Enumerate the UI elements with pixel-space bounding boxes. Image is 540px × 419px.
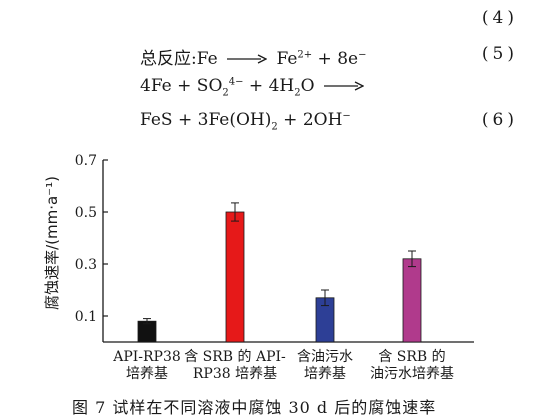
x-tick-label: API-RP38 — [112, 349, 181, 365]
x-tick-label: 油污水培养基 — [370, 365, 454, 382]
bar — [402, 258, 422, 343]
y-tick-label: 0.1 — [75, 309, 97, 325]
equation-5-rhs-sup: 2+ — [297, 49, 313, 61]
y-tick-label: 0.3 — [75, 257, 97, 273]
x-tick-label: 含 SRB 的 API- — [184, 349, 286, 365]
equation-6-lhs-sup: 4− — [228, 76, 244, 88]
equation-4-number: (4) — [481, 8, 518, 28]
y-tick-label: 0.5 — [75, 205, 97, 221]
equation-5-rhs-post: + 8e — [312, 49, 359, 69]
equation-6-rhs-pre: FeS + 3Fe(OH) — [140, 110, 272, 130]
equation-6-line2: FeS + 3Fe(OH)2 + 2OH− — [140, 110, 351, 132]
y-tick-label: 0.7 — [75, 153, 97, 169]
equation-6-rhs-post: + 2OH — [277, 110, 343, 130]
bar — [225, 211, 245, 343]
equation-6-lhs-sub: 2 — [222, 87, 229, 99]
y-axis-label: 腐蚀速率/(mm·a⁻¹) — [43, 176, 61, 310]
equation-6-lhs-mid: + 4H — [243, 76, 295, 96]
equation-6-lhs-pre: 4Fe + SO — [140, 76, 223, 96]
x-tick-label: 培养基 — [126, 365, 168, 382]
figure-caption: 图 7 试样在不同溶液中腐蚀 30 d 后的腐蚀速率 — [72, 398, 437, 417]
bar — [137, 320, 157, 343]
equation-6-lhs-sub2: 2 — [294, 87, 301, 99]
x-tick-label: 含油污水 — [297, 349, 353, 365]
equation-5-rhs-base: Fe — [276, 49, 298, 69]
equation-5-rhs-sup2: − — [358, 49, 367, 61]
equation-6-line1: 4Fe + SO24− + 4H2O — [140, 76, 368, 98]
equation-5-number: (5) — [481, 44, 518, 64]
arrow-icon — [227, 54, 268, 64]
x-tick-label: 培养基 — [304, 365, 346, 382]
equation-6-number: (6) — [481, 110, 518, 130]
equation-5: 总反应:Fe Fe2+ + 8e− — [140, 44, 366, 69]
equation-6-rhs-sub: 2 — [271, 121, 278, 133]
equation-6-lhs-post: O — [300, 76, 315, 96]
x-tick-label: RP38 培养基 — [193, 365, 277, 382]
equation-5-lhs: 总反应:Fe — [140, 49, 218, 69]
equation-6-rhs-sup: − — [342, 110, 351, 122]
arrow-icon — [323, 81, 364, 91]
x-tick-label: 含 SRB 的 — [378, 349, 445, 365]
